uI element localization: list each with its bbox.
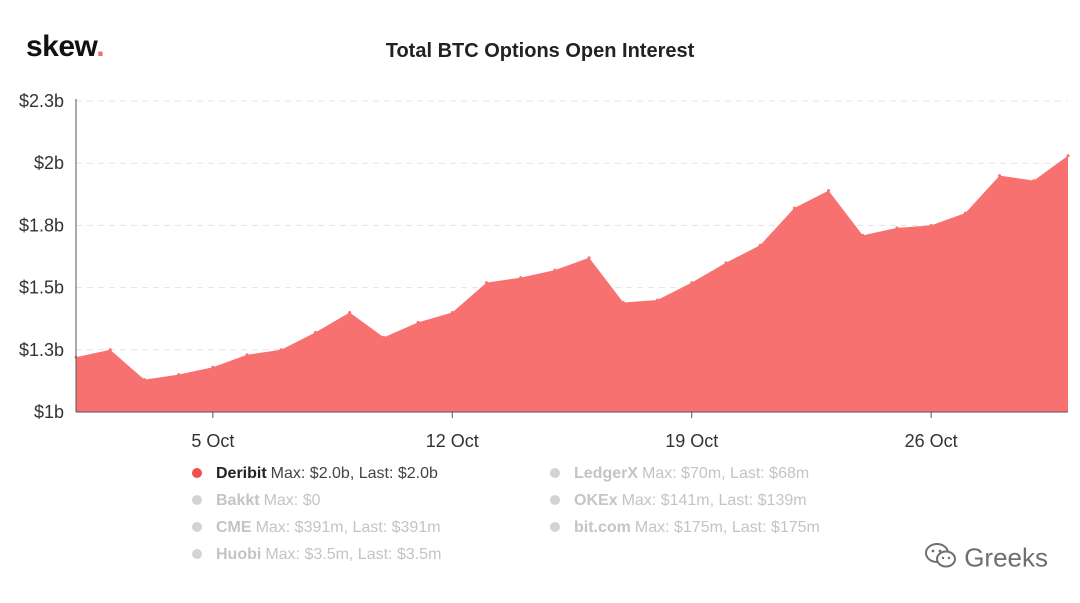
legend-item-okex[interactable]: OKEx Max: $141m, Last: $139m [550,490,807,512]
data-point [1032,179,1036,183]
y-tick-label: $1.5b [19,278,64,298]
legend-item-bit-com[interactable]: bit.com Max: $175m, Last: $175m [550,517,820,539]
series-area-layer [74,154,1070,412]
data-point [348,310,352,314]
data-point [177,373,181,377]
data-point [553,268,557,272]
skew-logo: skew. [26,30,105,64]
x-tick-labels: 5 Oct 12 Oct 19 Oct 26 Oct [191,431,957,451]
legend-dot-icon [192,467,202,478]
y-tick-label: $2b [34,153,64,173]
watermark: Greeks [924,542,1048,577]
data-point [313,330,317,334]
data-point [142,378,146,382]
x-tick-label: 26 Oct [905,431,958,451]
data-point [450,310,454,314]
data-point [108,348,112,352]
watermark-text: Greeks [964,542,1048,573]
y-tick-label: $2.3b [19,91,64,111]
data-point [382,335,386,339]
legend-dot-icon [550,467,560,478]
data-point [758,243,762,247]
data-point [724,261,728,265]
chart-title: Total BTC Options Open Interest [385,40,695,62]
series-area-deribit [76,155,1068,412]
data-point [998,174,1002,178]
legend-dot-icon [550,494,560,505]
legend-name: OKEx [574,492,618,509]
data-point [963,211,967,215]
data-point [827,189,831,193]
legend-name: Deribit [216,465,267,482]
data-point [895,226,899,230]
legend-name: CME [216,519,252,536]
legend-item-ledgerx[interactable]: LedgerX Max: $70m, Last: $68m [550,463,809,485]
data-point [929,223,933,227]
legend-dot-icon [550,521,560,532]
data-point [484,281,488,285]
legend-item-huobi[interactable]: Huobi Max: $3.5m, Last: $3.5m [192,544,441,566]
data-point [690,281,694,285]
logo-text: skew [26,30,97,63]
legend-dot-icon [192,494,202,505]
y-tick-label: $1.8b [19,215,64,235]
legend-item-cme[interactable]: CME Max: $391m, Last: $391m [192,517,441,539]
data-point [587,256,591,260]
data-point [861,233,865,237]
legend-name: Bakkt [216,492,260,509]
legend-dot-icon [192,548,202,559]
legend-stats: Max: $0 [263,492,321,509]
legend-dot-icon [192,521,202,532]
y-tick-labels: $1b $1.3b $1.5b $1.8b $2b $2.3b [19,91,64,422]
legend-stats: Max: $3.5m, Last: $3.5m [265,546,442,563]
wechat-icon [924,542,958,577]
legend-stats: Max: $141m, Last: $139m [621,492,807,509]
legend-name: bit.com [574,519,631,536]
x-tick-label: 19 Oct [665,431,718,451]
x-tick-label: 12 Oct [426,431,479,451]
legend-stats: Max: $175m, Last: $175m [634,519,820,536]
legend-stats: Max: $2.0b, Last: $2.0b [270,465,438,482]
data-point [519,276,523,280]
data-point [416,320,420,324]
legend-stats: Max: $70m, Last: $68m [642,465,810,482]
legend-name: Huobi [216,546,262,563]
legend-item-bakkt[interactable]: Bakkt Max: $0 [192,490,321,512]
y-tick-label: $1.3b [19,340,64,360]
data-point [621,301,625,305]
legend-name: LedgerX [574,465,639,482]
data-point [279,348,283,352]
y-tick-label: $1b [34,402,64,422]
logo-dot: . [96,30,105,63]
data-point [1066,154,1070,158]
axes [75,99,1068,418]
x-tick-label: 5 Oct [191,431,234,451]
data-point [792,206,796,210]
data-point [211,365,215,369]
data-point [656,298,660,302]
legend-stats: Max: $391m, Last: $391m [255,519,441,536]
data-point [245,353,249,357]
legend-item-deribit[interactable]: Deribit Max: $2.0b, Last: $2.0b [192,463,438,485]
